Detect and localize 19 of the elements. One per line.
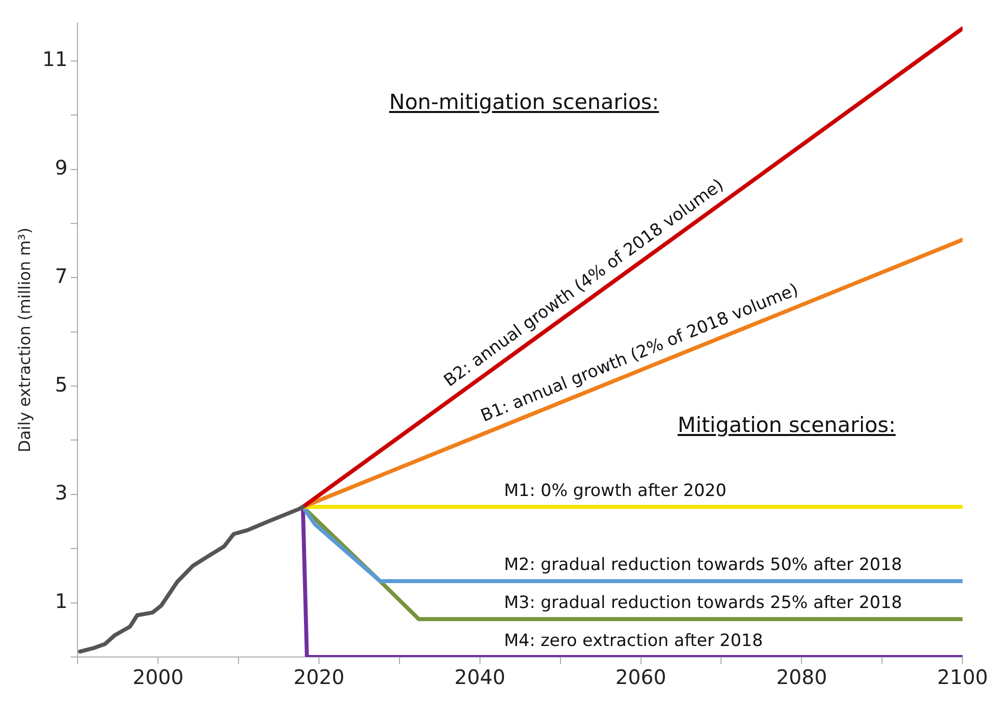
y-tick-label: 5 — [54, 372, 68, 396]
x-tick-label: 2060 — [615, 665, 666, 690]
y-tick-label: 3 — [54, 480, 68, 505]
annotation: Non-mitigation scenarios: — [389, 90, 659, 114]
series-label: M1: 0% growth after 2020 — [504, 480, 726, 501]
x-tick-label: 2080 — [776, 665, 828, 690]
series-label: M3: gradual reduction towards 25% after 2018 — [504, 592, 902, 613]
y-tick-label: 9 — [54, 156, 68, 180]
y-tick-label: 1 — [54, 589, 68, 614]
x-tick-label: 2040 — [454, 665, 506, 690]
annotation: Mitigation scenarios: — [678, 412, 896, 437]
series-label: M4: zero extraction after 2018 — [504, 630, 763, 651]
x-tick-label: 2000 — [132, 665, 184, 690]
y-tick-label: 7 — [54, 264, 68, 288]
y-axis-title: Daily extraction (million m³) — [14, 228, 34, 452]
x-tick-label: 2020 — [294, 665, 344, 690]
x-tick-label: 2100 — [937, 665, 988, 690]
series-label: M2: gradual reduction towards 50% after 2018 — [504, 555, 902, 576]
y-tick-label: 11 — [42, 47, 68, 72]
